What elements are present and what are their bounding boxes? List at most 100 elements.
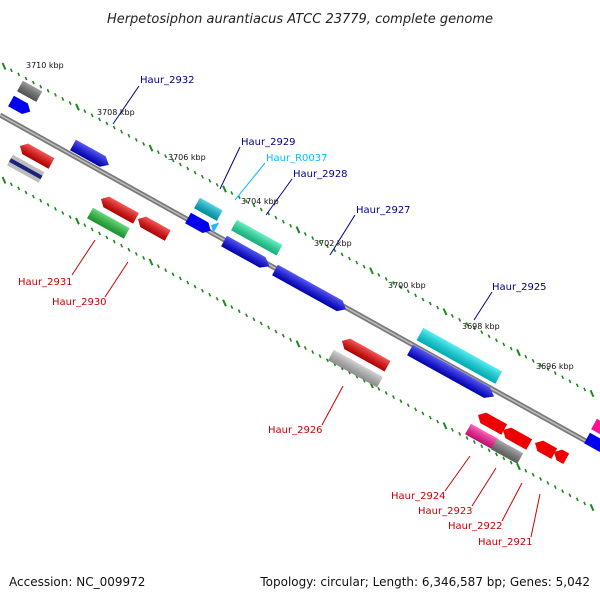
- ruler-minor-tick: [524, 468, 528, 473]
- ruler-minor-tick: [9, 182, 13, 187]
- ruler-minor-tick: [120, 129, 124, 134]
- gene-arrow: [342, 338, 391, 372]
- tick-label: 3708 kbp: [97, 108, 135, 117]
- ruler-minor-tick: [83, 223, 87, 228]
- ruler-minor-tick: [311, 236, 315, 240]
- ruler-minor-tick: [17, 186, 21, 191]
- accession-text: Accession: NC_009972: [9, 575, 145, 589]
- ruler-minor-tick: [509, 460, 513, 465]
- genome-summary-text: Topology: circular; Length: 6,346,587 bp…: [259, 575, 590, 589]
- gene-arrow: [101, 196, 139, 224]
- tick-label: 3706 kbp: [168, 153, 206, 162]
- ruler-minor-tick: [193, 284, 197, 289]
- ruler-minor-tick: [193, 170, 197, 175]
- ruler-minor-tick: [546, 481, 550, 485]
- gene-label-haur-2929: Haur_2929: [241, 137, 296, 148]
- ruler-minor-tick: [531, 358, 535, 363]
- ruler-major-tick: [148, 258, 154, 266]
- gene-arrow: [478, 412, 508, 435]
- gene-arrow: [503, 427, 533, 450]
- ruler-minor-tick: [215, 182, 219, 187]
- ruler-minor-tick: [112, 125, 116, 130]
- ruler-minor-tick: [414, 407, 418, 412]
- ruler-minor-tick: [568, 379, 572, 384]
- ruler-minor-tick: [259, 207, 263, 212]
- ruler-minor-tick: [46, 88, 50, 93]
- gene-label-haur-2930: Haur_2930: [52, 297, 107, 308]
- ruler-minor-tick: [105, 235, 109, 240]
- gene-arrow: [17, 80, 43, 102]
- ruler-minor-tick: [539, 476, 542, 481]
- ruler-minor-tick: [156, 150, 160, 155]
- ruler-minor-tick: [252, 203, 256, 208]
- ruler-minor-tick: [502, 456, 506, 461]
- gene-arrow: [328, 349, 383, 388]
- ruler-minor-tick: [325, 244, 329, 249]
- ruler-minor-tick: [274, 215, 278, 220]
- ruler-minor-tick: [46, 202, 50, 207]
- ruler-minor-tick: [480, 444, 484, 449]
- ruler-major-tick: [369, 267, 374, 275]
- ruler-bottom: [1, 176, 595, 512]
- ruler-minor-tick: [230, 191, 234, 195]
- ruler-minor-tick: [201, 174, 204, 179]
- ruler-major-tick: [1, 176, 7, 184]
- ruler-minor-tick: [458, 317, 462, 322]
- ruler-minor-tick: [495, 338, 498, 343]
- gene-label-haur-2928: Haur_2928: [293, 169, 348, 180]
- ruler-major-tick: [516, 463, 521, 471]
- ruler-minor-tick: [289, 223, 293, 228]
- ruler-minor-tick: [406, 289, 410, 294]
- ruler-major-tick: [222, 185, 227, 193]
- ruler-minor-tick: [142, 256, 146, 260]
- gene-label-haur-2924: Haur_2924: [391, 491, 446, 502]
- ruler-minor-tick: [392, 395, 395, 400]
- ruler-minor-tick: [164, 268, 168, 273]
- ruler-minor-tick: [281, 333, 285, 338]
- gene-arrow: [465, 423, 499, 450]
- ruler-minor-tick: [178, 276, 182, 281]
- gene-arrow: [185, 212, 211, 233]
- ruler-minor-tick: [39, 198, 43, 203]
- ruler-minor-tick: [384, 277, 388, 281]
- ruler-major-tick: [75, 217, 80, 225]
- ruler-minor-tick: [561, 489, 565, 494]
- ruler-minor-tick: [502, 342, 506, 347]
- ruler-minor-tick: [98, 231, 101, 236]
- ruler-minor-tick: [303, 232, 307, 236]
- ruler-minor-tick: [428, 301, 432, 306]
- ruler-minor-tick: [450, 427, 454, 432]
- ruler-minor-tick: [421, 297, 425, 302]
- ruler-major-tick: [75, 103, 80, 111]
- ruler-minor-tick: [24, 76, 28, 81]
- gene-arrow: [272, 264, 346, 312]
- ruler-minor-tick: [186, 166, 190, 171]
- ruler-minor-tick: [208, 178, 212, 183]
- gene-arrow: [584, 432, 600, 452]
- gene-arrow: [221, 235, 270, 268]
- gene-arrow: [407, 344, 494, 398]
- gene-label-haur-2926: Haur_2926: [268, 425, 323, 436]
- gene-arrow: [231, 219, 283, 256]
- ruler-minor-tick: [472, 440, 476, 445]
- ruler-minor-tick: [480, 330, 484, 335]
- ruler-minor-tick: [546, 367, 550, 371]
- ruler-minor-tick: [61, 97, 65, 101]
- ruler-minor-tick: [156, 264, 160, 269]
- gene-arrow: [416, 327, 503, 384]
- ruler-minor-tick: [201, 288, 204, 293]
- ruler-minor-tick: [436, 419, 440, 424]
- ruler-major-tick: [1, 62, 7, 70]
- gene-arrow: [70, 139, 109, 167]
- gene-label-haur-2931: Haur_2931: [18, 277, 73, 288]
- ruler-minor-tick: [120, 243, 124, 248]
- ruler-minor-tick: [54, 206, 57, 211]
- ruler-minor-tick: [245, 199, 248, 204]
- ruler-major-tick: [516, 349, 521, 357]
- gene-arrow: [491, 438, 524, 464]
- label-leaders: [71, 85, 541, 538]
- gene-label-haur-2927: Haur_2927: [356, 205, 411, 216]
- ruler-minor-tick: [553, 371, 557, 376]
- ruler-minor-tick: [362, 264, 366, 269]
